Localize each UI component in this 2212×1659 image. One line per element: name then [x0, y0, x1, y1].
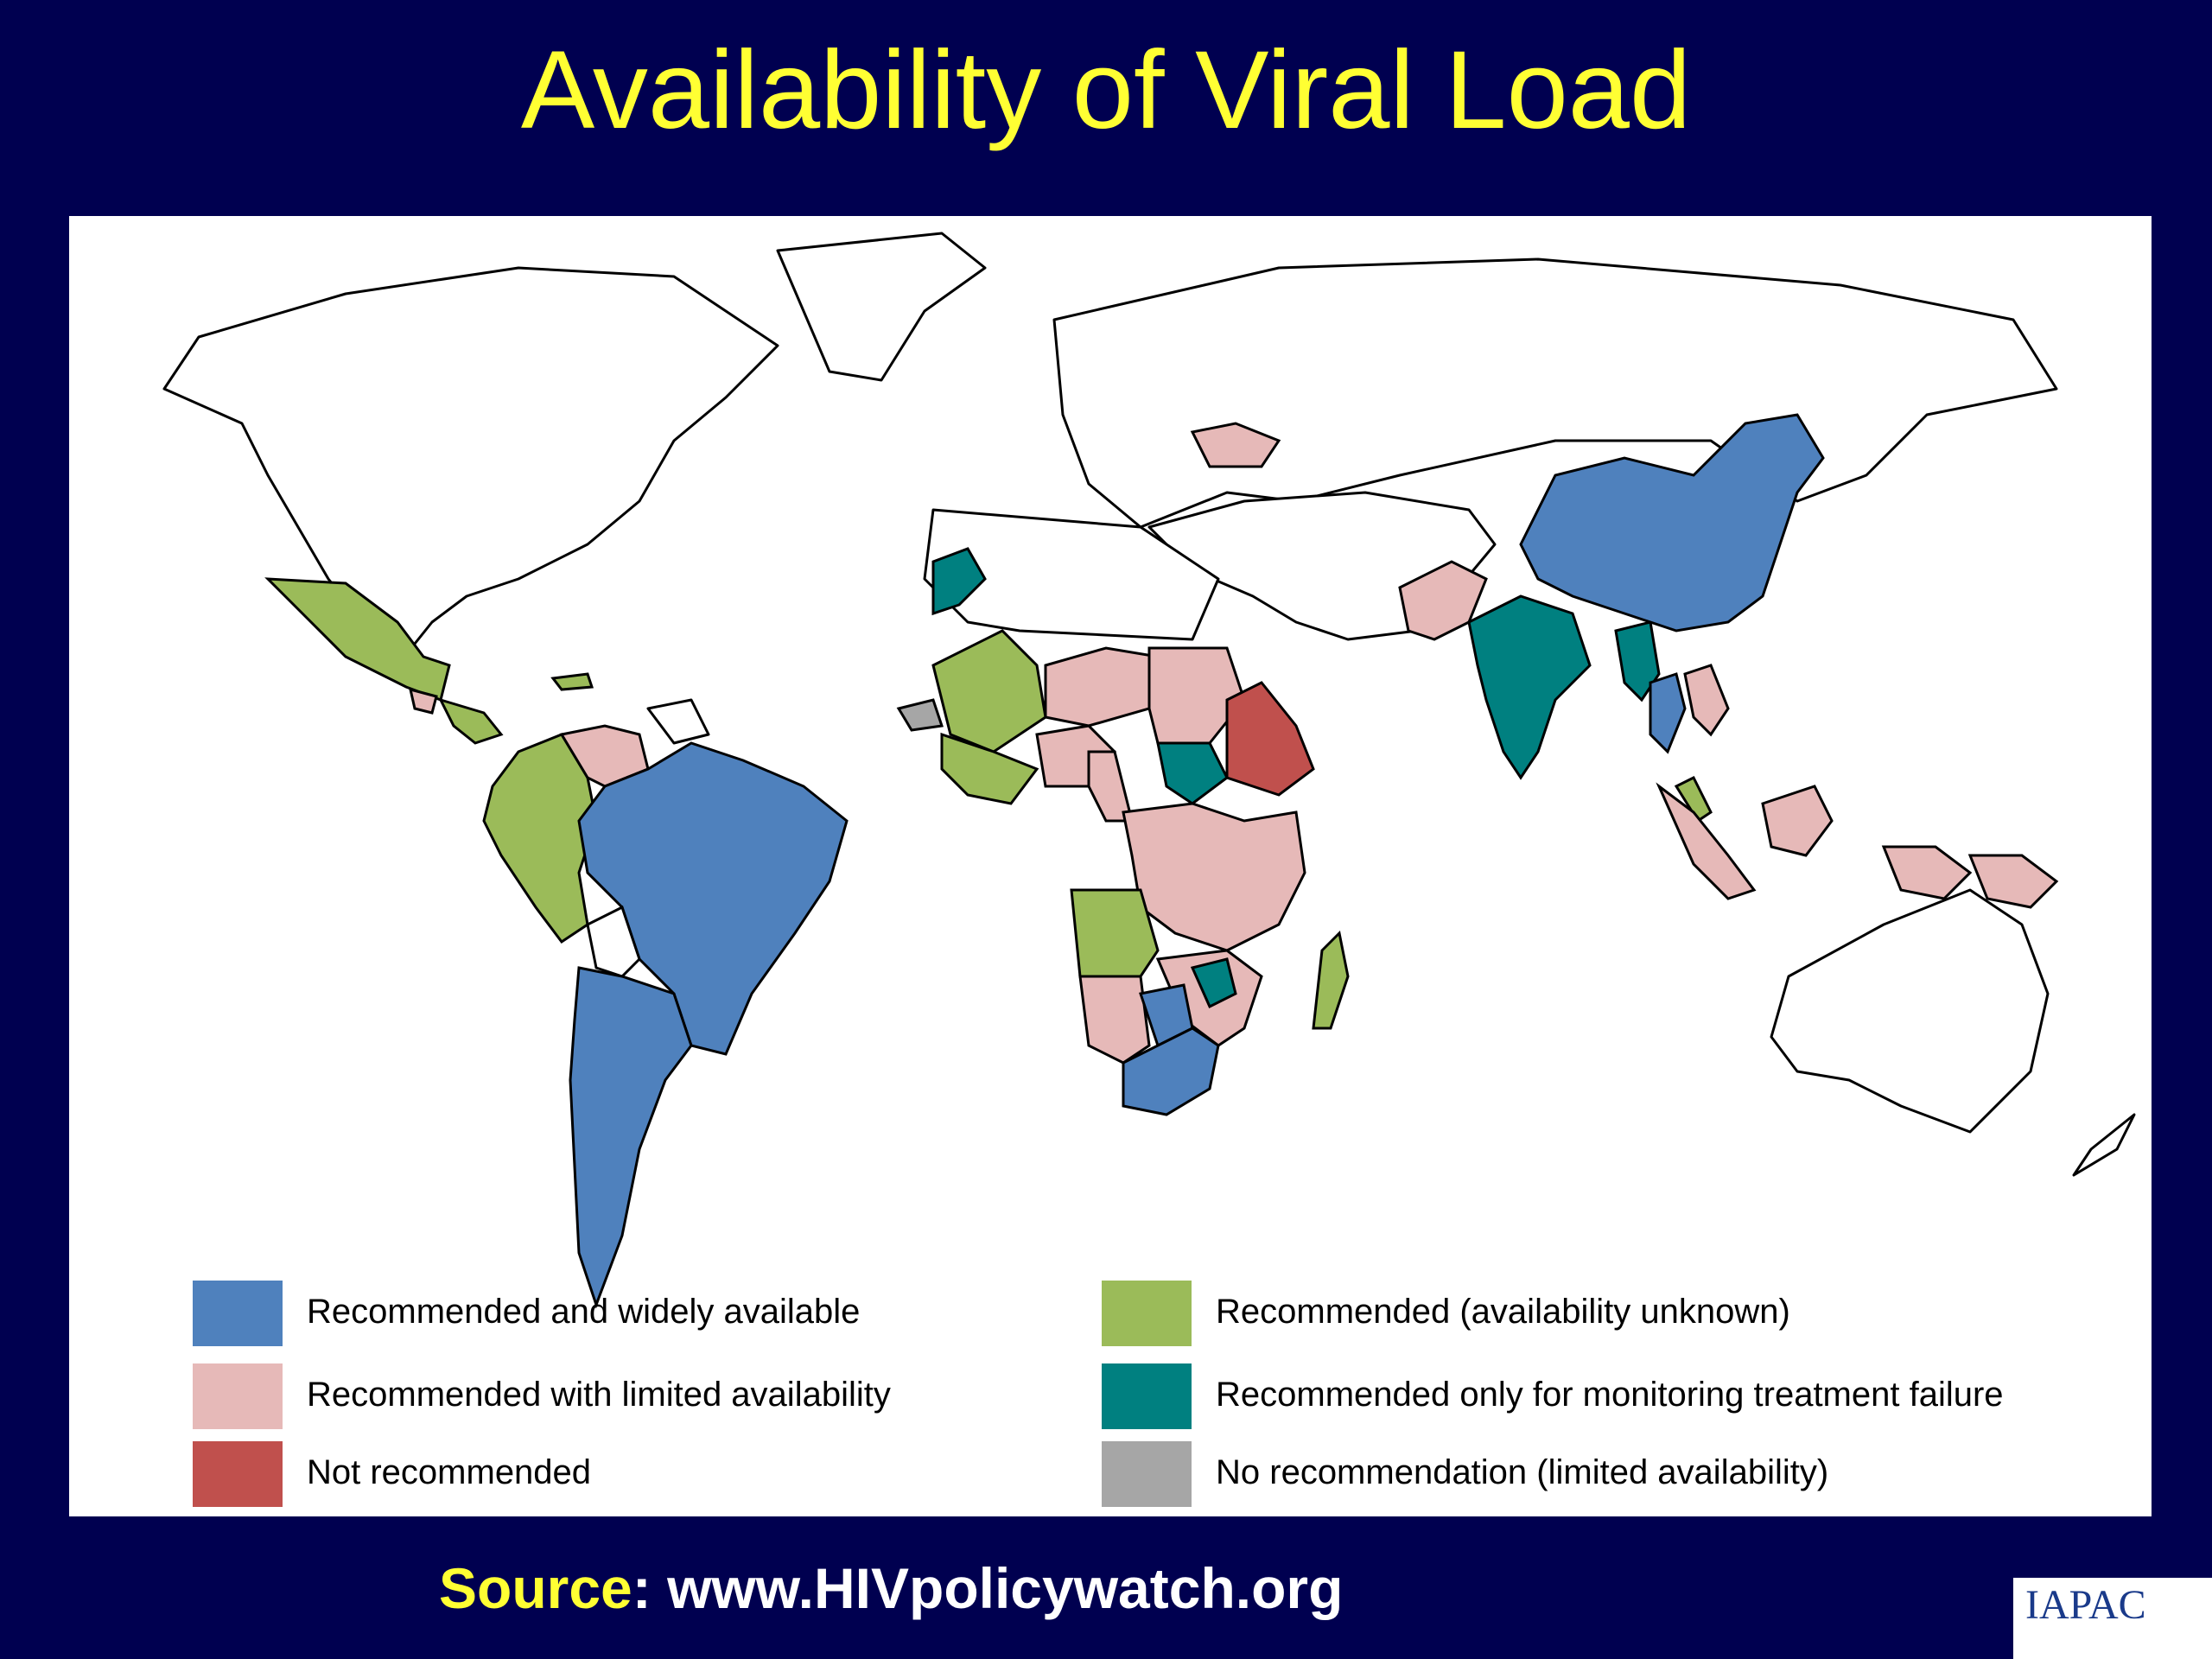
country-haiti [550, 672, 594, 691]
country-namibia [1078, 975, 1151, 1065]
country-morocco [931, 547, 987, 616]
region-new-zealand [2072, 1113, 2136, 1177]
country-india [1467, 594, 1592, 780]
region-australia [1770, 888, 2050, 1134]
region-guianas [646, 698, 710, 745]
legend-item-monitoring-failure: Recommended only for monitoring treatmen… [1102, 1363, 2139, 1429]
legend-swatch [1102, 1363, 1192, 1429]
source-label: Source [439, 1556, 632, 1620]
country-china [1519, 413, 1825, 632]
legend-label: No recommendation (limited availability) [1216, 1453, 1829, 1491]
legend-item-widely-available: Recommended and widely available [193, 1281, 970, 1346]
legend-label: Recommended with limited availability [307, 1376, 891, 1414]
legend-swatch [193, 1441, 283, 1507]
iapac-logo: IAPAC [2013, 1578, 2212, 1659]
legend-item-no-recommendation: No recommendation (limited availability) [1102, 1441, 2139, 1507]
country-png [1967, 854, 2059, 909]
legend-label: Not recommended [307, 1453, 592, 1491]
world-map [162, 232, 2136, 1309]
country-thailand [1649, 672, 1687, 754]
country-zimbabwe [1190, 957, 1237, 1009]
country-ukraine [1190, 422, 1281, 468]
source-colon: : [632, 1556, 652, 1620]
legend-item-availability-unknown: Recommended (availability unknown) [1102, 1281, 2139, 1346]
page-title: Availability of Viral Load [520, 29, 1692, 152]
country-brazil [577, 741, 849, 1056]
legend-label: Recommended and widely available [307, 1293, 861, 1331]
country-madagascar [1312, 930, 1350, 1030]
logo-text: IAPAC [2025, 1582, 2146, 1628]
region-greenland [776, 232, 987, 382]
country-guatemala [408, 687, 438, 715]
country-argentina-chile [569, 966, 693, 1309]
legend-item-not-recommended: Not recommended [193, 1441, 970, 1507]
country-south-africa [1122, 1027, 1220, 1116]
country-vietnam-cambodia [1683, 664, 1730, 737]
country-ethiopia [1225, 681, 1315, 797]
country-west-africa-coast [940, 732, 1039, 805]
world-map-panel: Recommended and widely available Recomme… [69, 216, 2152, 1516]
country-indonesia-east [1881, 845, 1973, 900]
legend-swatch [1102, 1281, 1192, 1346]
legend-swatch [1102, 1441, 1192, 1507]
legend-swatch [193, 1281, 283, 1346]
legend-item-limited-availability: Recommended with limited availability [193, 1363, 970, 1429]
country-senegal [896, 698, 944, 732]
country-niger [1044, 646, 1160, 728]
country-central-america [438, 697, 504, 745]
country-cameroon [1087, 750, 1134, 823]
country-angola [1070, 888, 1160, 978]
region-north-america [162, 266, 779, 667]
legend-label: Recommended only for monitoring treatmen… [1216, 1376, 2004, 1414]
country-bolivia [586, 905, 641, 978]
legend-label: Recommended (availability unknown) [1216, 1293, 1790, 1331]
source-url-link[interactable]: www.HIVpolicywatch.org [667, 1556, 1344, 1620]
legend-swatch [193, 1363, 283, 1429]
country-indonesia-west [1656, 782, 1757, 900]
country-mali-region [931, 629, 1047, 753]
source-line: Source: www.HIVpolicywatch.org [439, 1555, 1343, 1621]
region-north-africa [923, 508, 1220, 641]
country-indonesia-borneo [1761, 785, 1834, 857]
country-south-sudan [1156, 741, 1229, 805]
